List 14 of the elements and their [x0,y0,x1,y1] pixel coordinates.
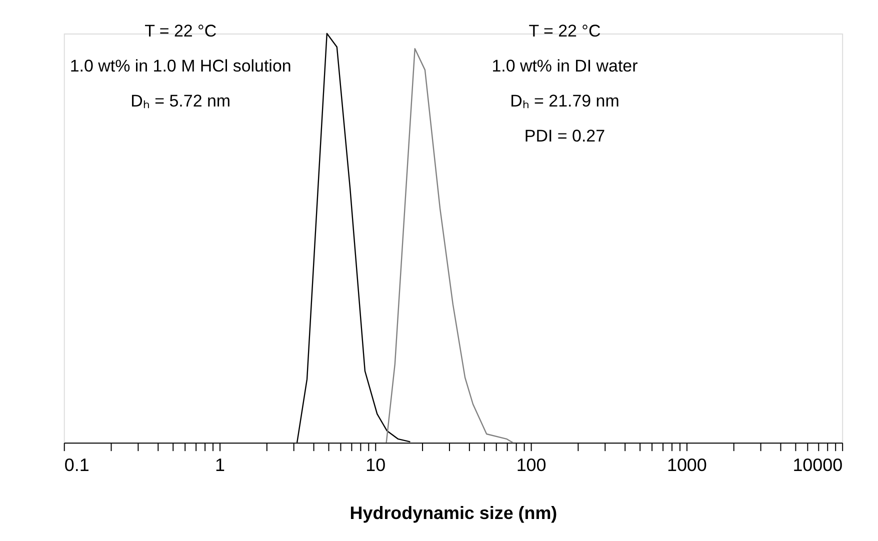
annotation: 1.0 wt% in 1.0 M HCl solution [70,56,292,76]
x-tick-label: 100 [516,455,546,476]
x-tick-label: 1 [215,455,226,476]
annotation: PDI = 0.27 [524,126,606,146]
annotation: Dₕ = 21.79 nm [510,91,620,110]
x-tick-label: 10000 [792,455,843,476]
annotation: T = 22 °C [528,22,601,41]
annotation: T = 22 °C [144,22,217,41]
annotation: 1.0 wt% in DI water [492,56,638,76]
x-tick-label: 1000 [666,455,707,476]
x-axis-title: Hydrodynamic size (nm) [350,502,558,523]
x-tick-label: 10 [366,455,386,476]
x-tick-label: 0.1 [64,455,90,476]
annotation: Dₕ = 5.72 nm [130,91,231,110]
